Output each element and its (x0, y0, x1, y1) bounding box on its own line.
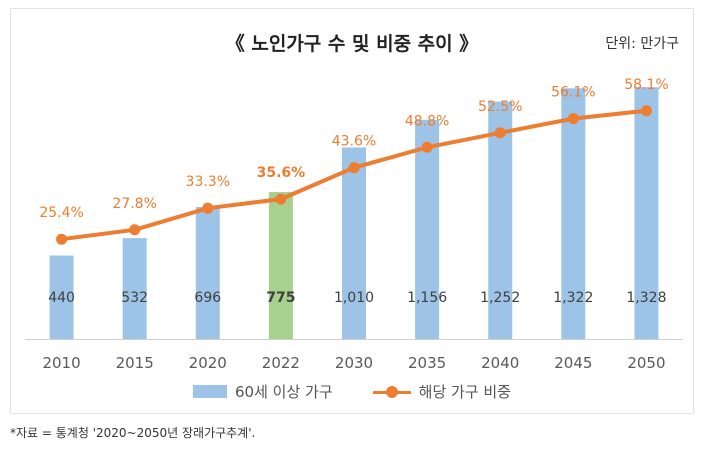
bar-2050 (634, 87, 659, 339)
source-note: *자료 = 통계청 '2020~2050년 장래가구추계'. (10, 426, 256, 440)
bar-value-label-2035: 1,156 (407, 290, 447, 306)
bar-value-label-2040: 1,252 (480, 290, 520, 306)
share-value-label-2022: 35.6% (257, 165, 306, 181)
chart-panel: 《 노인가구 수 및 비중 추이 》 단위: 만가구 440 532 696 775 1… (10, 8, 694, 414)
bar-2015 (122, 238, 147, 339)
share-value-label-2010: 25.4% (39, 205, 83, 221)
bar-2010 (49, 255, 74, 339)
x-tick-label-2050: 2050 (627, 354, 665, 372)
bar-2022 (268, 192, 293, 339)
share-value-label-2035: 48.8% (405, 113, 449, 129)
bar-value-label-2050: 1,328 (626, 290, 666, 306)
legend-swatch-bars (193, 385, 228, 398)
bar-2045 (561, 88, 586, 339)
share-value-label-2045: 56.1% (551, 85, 595, 101)
legend-label-line: 해당 가구 비중 (418, 383, 511, 401)
bar-2030 (342, 147, 366, 339)
bar-value-label-2030: 1,010 (334, 290, 374, 306)
unit-label: 단위: 만가구 (605, 36, 679, 52)
share-value-label-2015: 27.8% (112, 196, 156, 212)
chart-plot: 440 532 696 775 1,010 1,156 1,252 1,322 1,328 25.… (25, 77, 683, 372)
x-tick-label-2015: 2015 (116, 354, 154, 372)
share-point-2035 (421, 141, 433, 153)
bar-value-label-2010: 440 (48, 290, 75, 306)
x-tick-label-2020: 2020 (189, 354, 227, 372)
share-value-label-2030: 43.6% (332, 134, 376, 150)
legend-label-bars: 60세 이상 가구 (235, 383, 333, 401)
x-tick-label-2040: 2040 (481, 354, 519, 372)
bar-value-label-2022: 775 (266, 290, 295, 306)
chart-legend: 60세 이상 가구 해당 가구 비중 (11, 381, 693, 402)
bar-value-label-2015: 532 (121, 290, 148, 306)
share-point-2010 (56, 233, 68, 245)
share-value-label-2040: 52.5% (478, 99, 522, 115)
share-point-2022 (275, 193, 287, 205)
share-point-2045 (567, 113, 579, 125)
share-point-2050 (640, 105, 652, 117)
share-point-2030 (348, 162, 360, 174)
bar-2040 (488, 101, 513, 339)
share-value-label-2050: 58.1% (624, 77, 668, 93)
share-point-2020 (202, 202, 214, 214)
share-point-2015 (129, 224, 141, 236)
bar-value-label-2020: 696 (194, 290, 221, 306)
chart-title: 《 노인가구 수 및 비중 추이 》 (225, 33, 479, 55)
legend-item-bars: 60세 이상 가구 (193, 381, 333, 402)
x-tick-label-2022: 2022 (262, 354, 300, 372)
share-value-label-2020: 33.3% (186, 174, 230, 190)
legend-item-line: 해당 가구 비중 (372, 381, 511, 402)
bar-value-label-2045: 1,322 (553, 290, 593, 306)
bar-2020 (195, 207, 220, 339)
x-tick-label-2030: 2030 (335, 354, 373, 372)
x-tick-label-2010: 2010 (42, 354, 80, 372)
x-tick-label-2045: 2045 (554, 354, 592, 372)
legend-swatch-line (372, 385, 411, 398)
x-tick-label-2035: 2035 (408, 354, 446, 372)
share-point-2040 (494, 127, 506, 139)
bar-2035 (415, 119, 440, 339)
